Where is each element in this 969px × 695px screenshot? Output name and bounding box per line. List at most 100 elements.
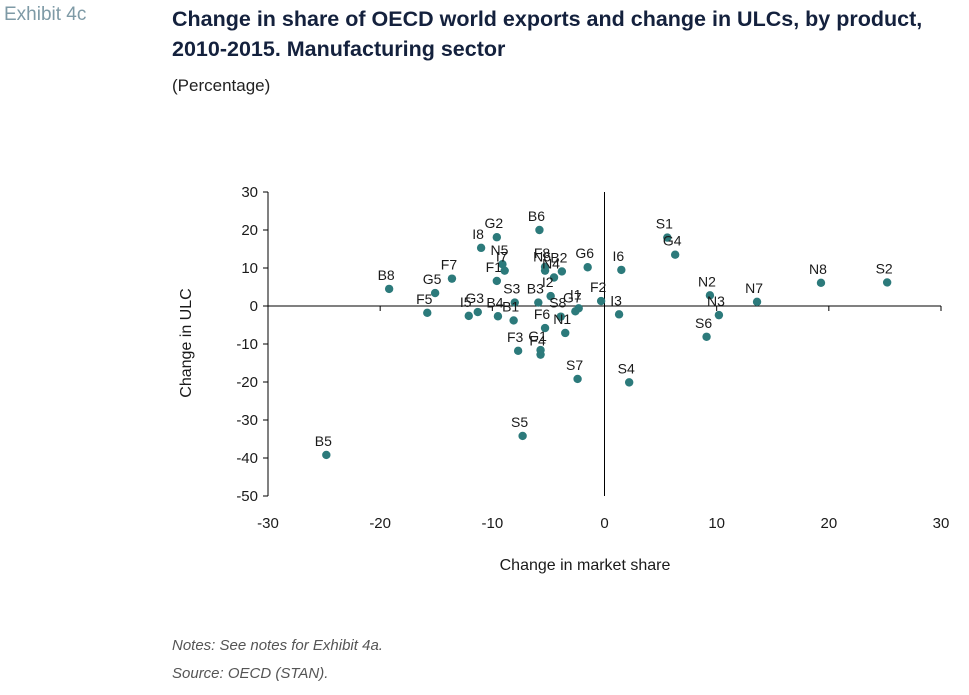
source-text: Source: OECD (STAN).	[172, 665, 329, 682]
data-point	[663, 233, 672, 242]
data-point-label: N7	[745, 280, 763, 296]
data-point	[518, 431, 527, 441]
data-point-label: N5	[490, 242, 508, 258]
data-point-label: N6	[533, 249, 551, 265]
data-point	[882, 278, 892, 287]
data-point-label: G1	[528, 328, 547, 344]
data-point	[540, 266, 550, 275]
data-point-label: I2	[542, 274, 554, 290]
exhibit-label: Exhibit 4c	[4, 4, 87, 25]
x-tick-label: 20	[820, 515, 837, 532]
data-point-label: I3	[610, 292, 622, 308]
data-point-label: F4	[529, 333, 546, 349]
data-point-label: N4	[542, 256, 560, 272]
data-point-label: B1	[502, 298, 519, 314]
x-tick-label: 10	[708, 515, 725, 532]
data-point-label: B4	[486, 294, 503, 310]
x-tick-label: -20	[369, 515, 391, 532]
y-tick-label: 10	[241, 260, 258, 277]
data-point	[493, 312, 503, 321]
data-point	[430, 288, 440, 298]
data-point	[535, 225, 544, 235]
data-point	[617, 265, 626, 275]
data-point	[705, 291, 715, 300]
data-point-label: S4	[618, 360, 635, 376]
data-point-label: F5	[416, 291, 433, 307]
data-point-label: G3	[465, 290, 484, 306]
data-point	[513, 346, 523, 356]
data-point-label: I7	[496, 249, 508, 265]
data-point	[464, 311, 473, 321]
data-point-label: I6	[612, 248, 624, 264]
data-point-label: G7	[563, 289, 582, 305]
data-point-label: B3	[527, 281, 544, 297]
data-point-label: S3	[503, 281, 520, 297]
data-point-label: F1	[486, 259, 503, 275]
data-point	[498, 260, 507, 269]
x-tick-label: 0	[600, 515, 608, 532]
data-point	[500, 266, 509, 275]
data-point-label: G2	[484, 215, 503, 231]
data-point	[596, 296, 606, 306]
data-point	[714, 310, 724, 320]
data-point-label: N2	[698, 273, 716, 289]
data-point	[492, 233, 502, 242]
data-point-label: S2	[876, 260, 893, 276]
y-tick-label: 20	[241, 222, 258, 239]
y-tick-label: -30	[236, 412, 258, 429]
data-point-label: G6	[575, 245, 594, 261]
y-axis-label: Change in ULC	[178, 288, 195, 397]
data-point-label: B2	[550, 249, 567, 265]
data-point-label: I1	[570, 286, 582, 302]
x-tick-label: -30	[257, 515, 279, 532]
data-point	[614, 310, 624, 319]
data-point-label: G5	[423, 271, 442, 287]
data-point-label: F6	[534, 306, 551, 322]
axes: -50 -40 -30 -20 -10 0 10 20 30 -30 -20 -10 0 10 20 30	[236, 184, 949, 532]
data-point	[624, 378, 634, 387]
x-tick-label: 30	[933, 515, 950, 532]
data-point-label: B8	[378, 267, 395, 283]
x-tick-label: -10	[481, 515, 503, 532]
data-point-label: F8	[534, 245, 551, 261]
y-tick-label: -20	[236, 374, 258, 391]
data-point	[670, 250, 680, 259]
y-tick-label: 0	[250, 298, 258, 315]
data-point	[816, 278, 826, 288]
data-point	[509, 316, 518, 325]
data-point-label: N1	[553, 311, 571, 327]
data-point-label: I5	[460, 294, 472, 310]
data-point	[546, 291, 555, 301]
data-point	[540, 323, 550, 333]
y-tick-label: 30	[241, 184, 258, 201]
data-point	[322, 450, 331, 460]
data-point-label: S7	[566, 357, 583, 373]
data-point-label: S6	[695, 315, 712, 331]
y-tick-label: -40	[236, 450, 258, 467]
data-point	[384, 284, 394, 294]
data-point	[556, 312, 565, 321]
data-point-label: S5	[511, 414, 528, 430]
notes-text: Notes: See notes for Exhibit 4a.	[172, 637, 383, 654]
data-point-label: F2	[590, 279, 607, 295]
data-point	[492, 276, 502, 286]
data-point-label: N8	[809, 261, 827, 277]
data-point	[702, 332, 711, 341]
data-point	[752, 297, 762, 307]
data-point	[574, 304, 583, 313]
data-point	[561, 328, 570, 338]
data-point	[536, 350, 545, 359]
y-tick-label: -50	[236, 488, 258, 505]
data-point-label: F7	[441, 257, 458, 273]
data-point	[534, 298, 543, 307]
data-point	[423, 308, 432, 318]
data-point-label: I8	[472, 226, 484, 242]
data-point-label: B6	[528, 208, 545, 224]
data-point-label: S8	[549, 295, 566, 311]
data-point	[583, 263, 592, 272]
chart-title: Change in share of OECD world exports an…	[172, 7, 923, 61]
data-point-label: N3	[707, 293, 725, 309]
data-point	[549, 273, 559, 282]
data-point	[447, 274, 457, 283]
